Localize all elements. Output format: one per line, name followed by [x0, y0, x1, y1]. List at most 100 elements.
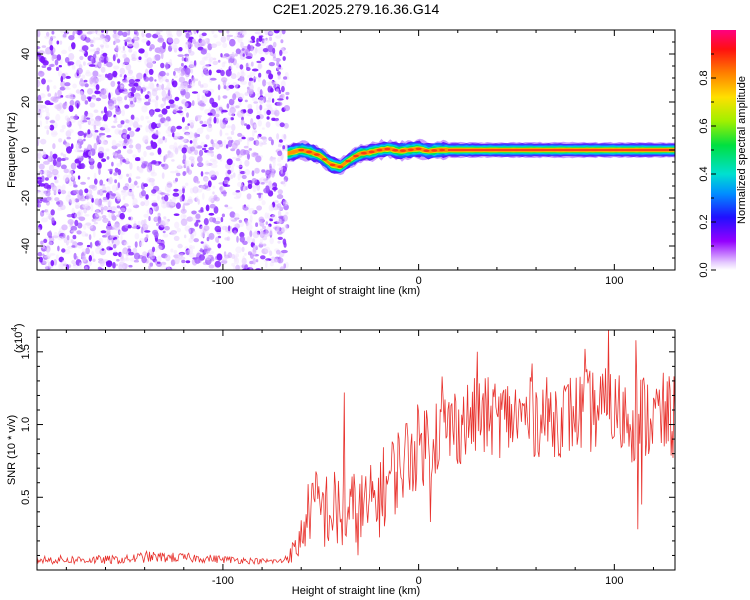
noise-speckle — [246, 193, 252, 200]
noise-speckle — [249, 260, 254, 265]
noise-speckle — [145, 116, 150, 120]
noise-speckle — [214, 139, 218, 142]
spectrogram-signal-track — [287, 138, 675, 176]
noise-speckle — [181, 185, 186, 189]
noise-speckle — [147, 91, 150, 94]
noise-speckle — [229, 99, 235, 103]
noise-speckle — [154, 54, 161, 61]
noise-speckle — [213, 206, 219, 214]
noise-speckle — [231, 254, 236, 259]
noise-speckle — [59, 58, 63, 65]
noise-speckle — [81, 45, 89, 52]
noise-speckle — [215, 171, 219, 177]
noise-speckle — [157, 255, 162, 263]
noise-speckle — [85, 222, 92, 226]
noise-speckle — [57, 188, 62, 195]
noise-speckle — [86, 260, 93, 267]
noise-speckle — [236, 34, 244, 38]
noise-speckle — [112, 54, 116, 62]
noise-speckle — [37, 46, 41, 50]
noise-speckle — [268, 228, 273, 236]
snr-x-axis-label: Height of straight line (km) — [292, 585, 420, 597]
noise-speckle — [254, 167, 260, 174]
noise-speckle — [163, 216, 167, 220]
noise-speckle — [252, 210, 258, 215]
noise-speckle — [238, 138, 243, 142]
noise-speckle — [255, 155, 262, 163]
noise-speckle — [90, 161, 94, 165]
y-tick-label: 1.0 — [20, 417, 32, 432]
noise-speckle — [89, 164, 95, 170]
noise-speckle — [219, 121, 224, 128]
noise-speckle — [113, 65, 120, 70]
noise-speckle — [189, 244, 193, 249]
noise-speckle — [243, 48, 250, 55]
noise-speckle — [151, 133, 159, 140]
noise-speckle — [148, 177, 155, 183]
noise-speckle — [83, 147, 89, 151]
noise-speckle — [276, 148, 281, 152]
noise-speckle — [279, 30, 283, 36]
noise-speckle — [88, 150, 93, 157]
noise-speckle — [101, 94, 108, 99]
noise-speckle — [210, 197, 215, 204]
noise-speckle — [43, 160, 50, 165]
noise-speckle — [160, 62, 165, 69]
noise-speckle — [247, 74, 252, 79]
noise-speckle — [226, 236, 231, 241]
noise-speckle — [157, 47, 164, 54]
noise-speckle — [282, 238, 287, 246]
noise-speckle — [223, 139, 227, 147]
noise-speckle — [252, 151, 257, 158]
noise-speckle — [156, 30, 163, 33]
noise-speckle — [246, 67, 251, 71]
noise-speckle — [129, 96, 135, 103]
noise-speckle — [132, 198, 138, 205]
noise-speckle — [261, 248, 269, 255]
noise-speckle — [151, 122, 157, 130]
signal-track-peak-blob — [439, 148, 446, 152]
noise-speckle — [94, 129, 99, 133]
noise-speckle — [260, 57, 265, 62]
noise-speckle — [84, 233, 89, 237]
noise-speckle — [121, 239, 127, 246]
noise-speckle — [157, 147, 162, 155]
noise-speckle — [184, 101, 192, 109]
noise-speckle — [176, 165, 183, 170]
noise-speckle — [40, 245, 47, 252]
noise-speckle — [179, 85, 184, 89]
noise-speckle — [263, 180, 269, 184]
noise-speckle — [38, 223, 43, 231]
noise-speckle — [132, 247, 138, 254]
noise-speckle — [266, 69, 272, 75]
noise-speckle — [168, 99, 175, 104]
noise-speckle — [84, 83, 89, 88]
noise-speckle — [255, 259, 259, 263]
noise-speckle — [107, 168, 114, 172]
noise-speckle — [209, 77, 217, 81]
noise-speckle — [227, 140, 233, 148]
noise-speckle — [211, 30, 215, 35]
noise-speckle — [178, 106, 183, 110]
noise-speckle — [49, 124, 55, 131]
noise-speckle — [165, 105, 171, 110]
noise-speckle — [166, 181, 173, 188]
noise-speckle — [267, 91, 273, 99]
noise-speckle — [241, 174, 247, 180]
noise-speckle — [284, 72, 289, 78]
noise-speckle — [108, 220, 111, 226]
noise-speckle — [120, 234, 123, 242]
noise-speckle — [185, 163, 191, 168]
noise-speckle — [150, 140, 154, 146]
noise-speckle — [56, 54, 62, 61]
noise-speckle — [123, 53, 127, 60]
noise-speckle — [93, 48, 97, 52]
noise-speckle — [155, 95, 159, 101]
noise-speckle — [171, 159, 175, 162]
noise-speckle — [124, 257, 130, 262]
noise-speckle — [62, 102, 67, 110]
noise-speckle — [58, 138, 63, 143]
noise-speckle — [143, 150, 147, 158]
noise-speckle — [156, 261, 161, 264]
noise-speckle — [57, 70, 63, 77]
